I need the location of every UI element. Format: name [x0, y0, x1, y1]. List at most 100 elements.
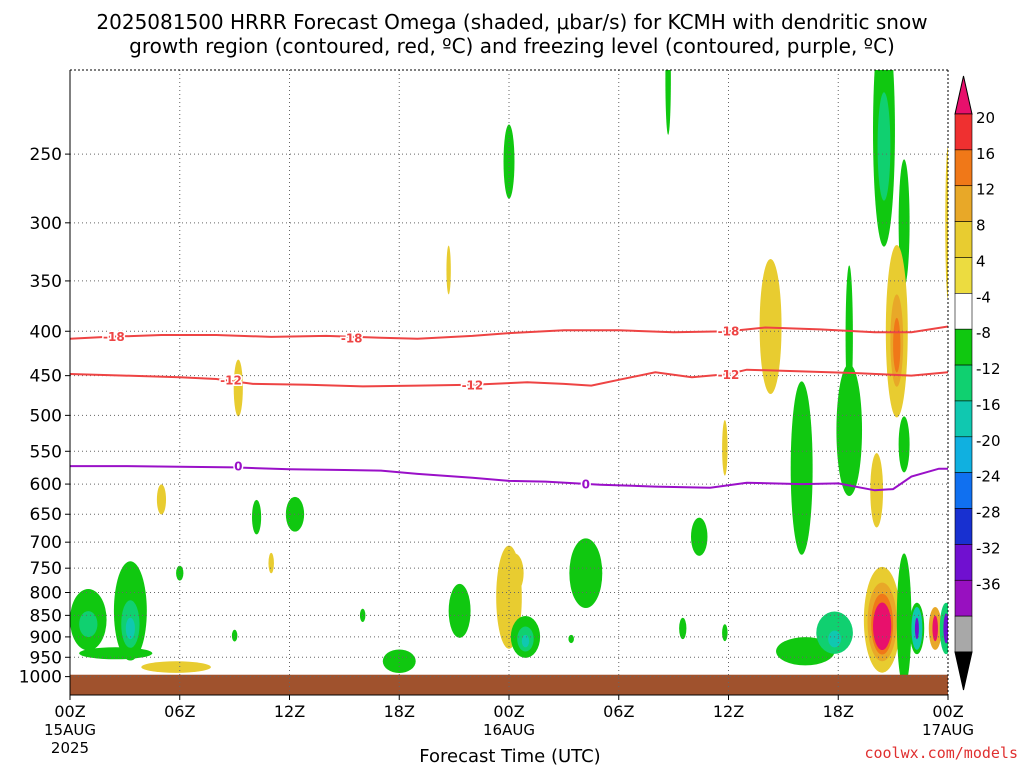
omega-cell [156, 484, 167, 515]
omega-cell [569, 538, 603, 608]
colorbar-bin [954, 364, 973, 402]
colorbar: 20 16 12 8 4 -4 -8 -12 -16 -20 -24 -28 -32 -36 [954, 75, 1001, 691]
omega-cell [893, 317, 901, 373]
contour-label: 0 [582, 478, 590, 492]
colorbar-bin [954, 544, 973, 581]
colorbar-label: -32 [976, 539, 1001, 557]
colorbar-label: -8 [976, 324, 991, 342]
chart-title-line1: 2025081500 HRRR Forecast Omega (shaded, … [96, 10, 928, 34]
omega-cell [722, 624, 728, 642]
x-tick-label: 18Z [823, 702, 854, 721]
omega-cell [896, 553, 912, 687]
contour-label: -12 [718, 368, 740, 382]
omega-cell [943, 613, 948, 644]
colorbar-bin [954, 149, 973, 187]
omega-shading [70, 70, 948, 687]
ground-layer [70, 674, 948, 695]
colorbar-top-arrow [954, 75, 973, 115]
omega-cell [665, 70, 671, 135]
colorbar-bin [954, 579, 973, 617]
omega-cell [176, 565, 184, 581]
y-tick-label: 300 [30, 214, 62, 234]
colorbar-bottom-arrow [954, 651, 973, 691]
y-tick-label: 800 [30, 584, 62, 604]
colorbar-label: 16 [976, 145, 995, 163]
colorbar-label: 8 [976, 217, 986, 235]
omega-cell [679, 617, 687, 640]
colorbar-bin [954, 293, 973, 330]
colorbar-bin [954, 221, 973, 258]
omega-cell [873, 602, 892, 651]
contour-label: -12 [220, 374, 242, 388]
omega-cell [231, 629, 238, 642]
contour-label: -12 [462, 379, 484, 393]
chart-title-line2: growth region (contoured, red, ºC) and f… [129, 34, 895, 58]
y-tick-label: 950 [30, 648, 62, 668]
omega-cell [845, 265, 853, 407]
contour-minus18 [70, 325, 948, 340]
colorbar-bin [954, 400, 973, 438]
temperature-contours: -18 -18 -18 -12 -12 -12 0 0 [70, 323, 948, 493]
y-tick-label: 250 [30, 145, 62, 165]
ground-fill [70, 674, 948, 695]
y-tick-label: 900 [30, 628, 62, 648]
y-tick-label: 500 [30, 406, 62, 426]
omega-cell [836, 364, 863, 497]
y-tick-label: 550 [30, 442, 62, 462]
y-tick-label: 400 [30, 322, 62, 342]
colorbar-label: -16 [976, 396, 1001, 414]
omega-cell [268, 552, 274, 574]
colorbar-bin [954, 508, 973, 545]
omega-cell [141, 661, 211, 673]
y-tick-label: 650 [30, 505, 62, 525]
x-tick-label: 00Z [932, 702, 963, 721]
x-tick-label: 18Z [384, 702, 415, 721]
colorbar-label: 12 [976, 181, 995, 199]
omega-cell [233, 359, 243, 417]
contour-0 [70, 465, 948, 492]
colorbar-label: 4 [976, 252, 986, 270]
colorbar-bin [954, 328, 973, 366]
colorbar-label: -24 [976, 468, 1001, 486]
omega-cell [503, 124, 515, 199]
colorbar-label: -20 [976, 432, 1001, 450]
omega-cell [759, 259, 782, 395]
omega-cell [877, 92, 891, 201]
omega-cell [448, 583, 471, 638]
omega-cell [521, 634, 530, 648]
x-tick-sublabel: 2025 [51, 739, 89, 757]
y-tick-label: 350 [30, 272, 62, 292]
x-tick-label: 12Z [713, 702, 744, 721]
y-tick-label: 600 [30, 475, 62, 495]
x-tick-label: 12Z [274, 702, 305, 721]
colorbar-label: -28 [976, 504, 1001, 522]
contour-label: 0 [234, 460, 242, 474]
omega-cell [790, 381, 813, 555]
grid-lines [70, 70, 948, 695]
y-axis-ticks: 2503003504004505005506006507007508008509… [19, 145, 70, 688]
omega-cell [252, 499, 262, 535]
y-tick-label: 700 [30, 533, 62, 553]
omega-cell [79, 647, 153, 660]
contour-label: -18 [718, 324, 740, 338]
colorbar-bin [954, 436, 973, 473]
omega-cell [568, 634, 574, 644]
colorbar-label: -36 [976, 575, 1001, 593]
x-axis-title: Forecast Time (UTC) [419, 746, 601, 767]
x-tick-sublabel: 17AUG [922, 721, 974, 739]
y-tick-label: 1000 [19, 668, 62, 688]
omega-cell [914, 617, 919, 640]
contour-label: -18 [341, 332, 363, 346]
colorbar-bin [954, 185, 973, 222]
omega-cell [79, 611, 98, 638]
x-tick-label: 00Z [54, 702, 85, 721]
colorbar-bin [954, 472, 973, 509]
contour-label: -18 [103, 330, 125, 344]
x-tick-sublabel: 16AUG [483, 721, 535, 739]
omega-cell [932, 615, 938, 642]
colorbar-bin [954, 615, 973, 653]
omega-cell [505, 553, 524, 594]
y-tick-label: 750 [30, 559, 62, 579]
